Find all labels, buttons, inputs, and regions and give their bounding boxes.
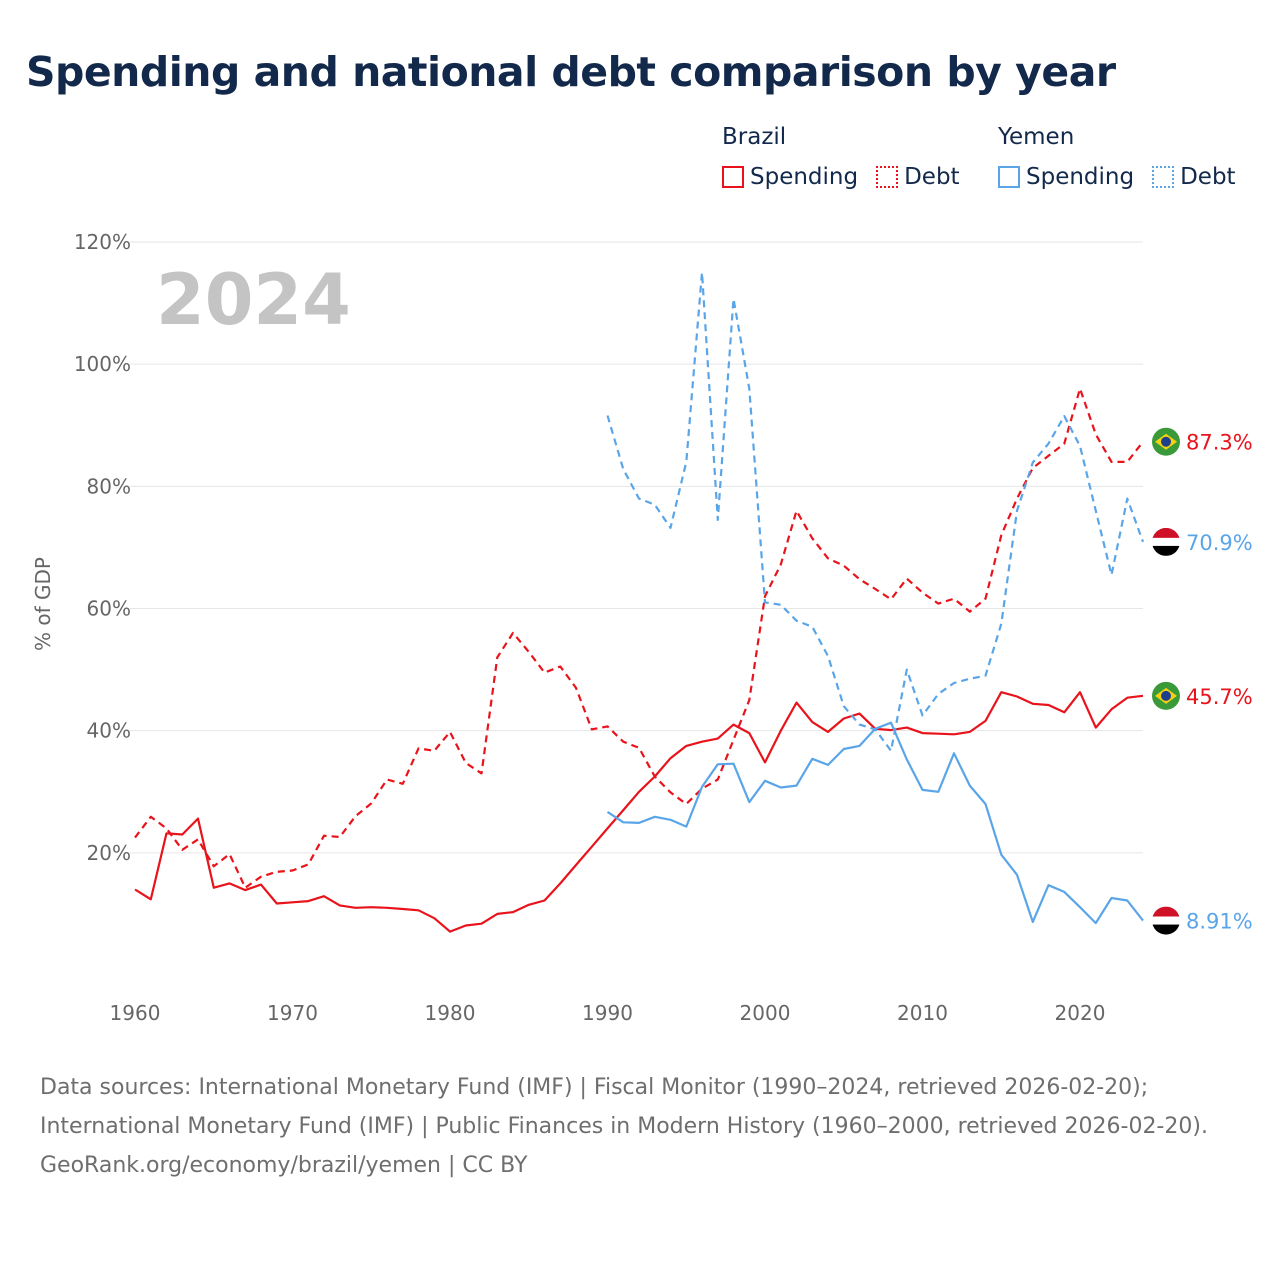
y-tick-label: 80% — [87, 474, 131, 498]
yemen-flag-icon — [1152, 527, 1180, 556]
legend-swatch-yemen-spending — [998, 166, 1020, 188]
legend-swatch-brazil-debt — [876, 166, 899, 188]
end-labels: 45.7% 87.3% 8.91% 70.9% — [1152, 427, 1253, 935]
brazil-flag-icon — [1152, 681, 1180, 710]
attribution[interactable]: GeoRank.org/economy/brazil/yemen | CC BY — [40, 1153, 528, 1178]
legend-swatch-brazil-spending — [722, 166, 744, 188]
x-tick-label: 1970 — [267, 1001, 318, 1025]
legend-brazil-spending[interactable]: Spending — [722, 164, 858, 190]
y-tick-label: 40% — [87, 719, 131, 743]
gridlines — [130, 241, 1143, 854]
series-lines — [134, 271, 1145, 933]
flag-stripe-white — [1152, 537, 1180, 546]
flag-globe — [1161, 436, 1171, 447]
y-tick-label: 120% — [74, 230, 131, 254]
x-tick-label: 1990 — [582, 1001, 633, 1025]
flag-stripe-white — [1152, 916, 1180, 925]
x-tick-label: 2000 — [740, 1001, 791, 1025]
year-watermark: 2024 — [156, 259, 351, 341]
chart-title: Spending and national debt comparison by… — [26, 48, 1116, 96]
legend-country-brazil: Brazil — [722, 124, 787, 150]
series-line-yemen-debt[interactable] — [606, 271, 1145, 752]
end-label-brazil-spending: 45.7% — [1186, 685, 1253, 709]
legend-yemen-spending[interactable]: Spending — [998, 164, 1134, 190]
x-axis-ticks: 1960 1970 1980 1990 2000 2010 2020 — [110, 1001, 1106, 1025]
x-tick-label: 1980 — [425, 1001, 476, 1025]
flag-stripe-red — [1152, 527, 1180, 538]
brazil-flag-icon — [1152, 427, 1180, 456]
y-axis-ticks: 20% 40% 60% 80% 100% 120% — [74, 230, 131, 865]
end-label-brazil-debt: 87.3% — [1186, 431, 1253, 455]
y-tick-label: 100% — [74, 352, 131, 376]
x-tick-label: 1960 — [110, 1001, 161, 1025]
yemen-flag-icon — [1152, 906, 1180, 935]
end-label-yemen-spending: 8.91% — [1186, 910, 1253, 934]
y-axis-label: % of GDP — [31, 557, 55, 651]
x-tick-label: 2020 — [1055, 1001, 1106, 1025]
legend-yemen-debt[interactable]: Debt — [1152, 164, 1236, 190]
legend-label: Spending — [1026, 164, 1135, 190]
footer: Data sources: International Monetary Fun… — [40, 1068, 1240, 1185]
flag-stripe-black — [1152, 924, 1180, 935]
end-label-yemen-debt: 70.9% — [1186, 531, 1253, 555]
x-tick-label: 2010 — [897, 1001, 948, 1025]
series-line-brazil-debt[interactable] — [134, 387, 1144, 889]
series-line-yemen-spending[interactable] — [606, 721, 1144, 925]
legend-swatch-yemen-debt — [1152, 166, 1175, 188]
line-chart: 20% 40% 60% 80% 100% 120% 1960 1970 1980 1990 200… — [31, 230, 1253, 1025]
legend-brazil-debt[interactable]: Debt — [876, 164, 960, 190]
data-sources: Data sources: International Monetary Fun… — [40, 1075, 1208, 1139]
legend-group-brazil: Brazil Spending Debt — [722, 124, 978, 190]
legend-group-yemen: Yemen Spending Debt — [998, 124, 1236, 190]
legend-country-yemen: Yemen — [998, 124, 1075, 150]
flag-globe — [1161, 690, 1171, 701]
legend-label: Debt — [904, 164, 960, 190]
legend-label: Debt — [1180, 164, 1236, 190]
flag-stripe-black — [1152, 545, 1180, 556]
flag-stripe-red — [1152, 906, 1180, 917]
y-tick-label: 20% — [87, 841, 131, 865]
legend-label: Spending — [750, 164, 859, 190]
y-tick-label: 60% — [87, 597, 131, 621]
series-line-brazil-spending[interactable] — [134, 691, 1144, 933]
